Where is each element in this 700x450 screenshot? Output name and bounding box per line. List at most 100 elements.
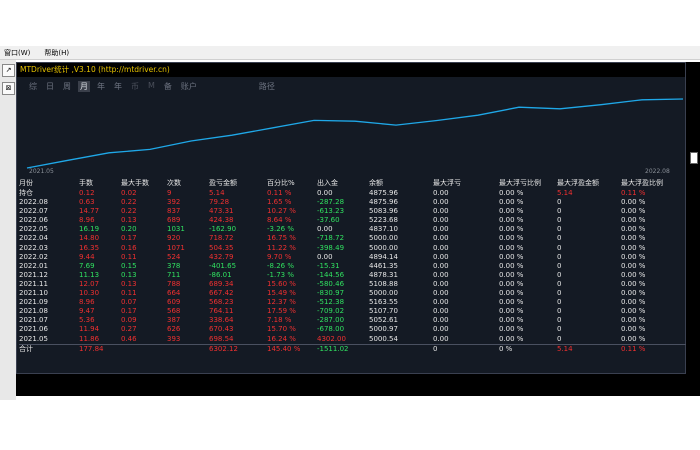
cell-max-float-loss: 0.00: [433, 261, 449, 270]
scroll-handle[interactable]: [690, 152, 698, 164]
table-row[interactable]: 2021.12 11.13 0.13 711 -86.01 -1.73 % -144.56 4…: [19, 271, 687, 280]
cell-count: 1031: [167, 225, 185, 234]
header-deposit[interactable]: 出入金: [317, 179, 338, 187]
tab-day[interactable]: 日: [46, 82, 54, 91]
cell-max-float-loss-pct: 0.00 %: [499, 298, 524, 307]
table-row[interactable]: 2021.07 5.36 0.09 387 338.64 7.18 % -287.00 505…: [19, 316, 687, 325]
cell-balance: 5052.61: [369, 316, 398, 325]
cell-count: 920: [167, 234, 181, 243]
cell-balance: 5000.00: [369, 243, 398, 252]
tab-month[interactable]: 月: [78, 81, 90, 92]
tab-path[interactable]: 路径: [258, 82, 275, 91]
cell-month: 2021.10: [19, 289, 48, 298]
cell-percent: 1.65 %: [267, 198, 292, 207]
cell-balance: 4875.96: [369, 189, 398, 197]
cell-max-float-profit-pct: 0.00 %: [621, 307, 646, 316]
tab-summary[interactable]: 综: [29, 82, 37, 91]
cell-deposit: -580.46: [317, 279, 345, 288]
table-row[interactable]: 2022.05 16.19 0.20 1031 -162.90 -3.26 % 0.00 48…: [19, 225, 687, 234]
header-pnl[interactable]: 盈亏金额: [209, 179, 237, 187]
cell-max-float-profit-pct: 0.00 %: [621, 261, 646, 270]
cell-max-lots: 0.22: [121, 207, 137, 216]
table-row[interactable]: 2021.10 10.30 0.11 664 667.42 15.49 % -830.97 5…: [19, 289, 687, 298]
cell-deposit: -512.38: [317, 298, 345, 307]
header-max-lots[interactable]: 最大手数: [121, 179, 149, 187]
menu-item-window[interactable]: 窗口(W): [4, 48, 31, 57]
table-row[interactable]: 2022.06 8.96 0.13 689 424.38 8.64 % -37.60 5223…: [19, 216, 687, 225]
cell-max-float-profit-pct: 0.00 %: [621, 279, 646, 288]
cell-lots: 0.12: [79, 189, 95, 197]
cell-pnl: -86.01: [209, 270, 232, 279]
cell-max-lots: 0.22: [121, 198, 137, 207]
x-tick-label-end: 2022.08: [645, 168, 670, 175]
cell-pnl: 718.72: [209, 234, 234, 243]
table-row[interactable]: 2022.02 9.44 0.11 524 432.79 9.70 % 0.00 4894.1…: [19, 253, 687, 262]
cell-max-float-loss: 0.00: [433, 252, 449, 261]
tab-backup[interactable]: 备: [163, 82, 172, 91]
cell-max-lots: 0.17: [121, 307, 137, 316]
cell-max-float-loss-pct: 0.00 %: [499, 216, 524, 225]
table-row[interactable]: 2021.05 11.86 0.46 393 698.54 16.24 % 4302.00 5…: [19, 335, 687, 344]
table-row[interactable]: 持仓 0.12 0.02 9 5.14 0.11 % 0.00 4875.96 0.00 0.00…: [19, 189, 687, 198]
menu-item-help[interactable]: 帮助(H): [44, 48, 70, 57]
cell-max-float-profit: 5.14: [557, 189, 573, 197]
tab-account[interactable]: 账户: [180, 82, 197, 91]
header-balance[interactable]: 余额: [369, 179, 383, 187]
table-row[interactable]: 2022.03 16.35 0.16 1071 504.35 11.22 % -398.49…: [19, 244, 687, 253]
cell-percent: 16.24 %: [267, 334, 296, 343]
cell-percent: 15.49 %: [267, 289, 296, 298]
cell-max-float-loss-pct: 0.00 %: [499, 307, 524, 316]
tab-year-2[interactable]: 年: [114, 82, 122, 91]
cell-month: 2022.08: [19, 198, 48, 207]
cell-count: 568: [167, 307, 181, 316]
header-max-float-loss[interactable]: 最大浮亏: [433, 179, 461, 187]
tool-button-2[interactable]: ⊠: [2, 82, 15, 95]
table-row[interactable]: 2022.07 14.77 0.22 837 473.31 10.27 % -613.23 5…: [19, 207, 687, 216]
header-month[interactable]: 月份: [19, 179, 33, 187]
cell-lots: 0.63: [79, 198, 95, 207]
header-max-float-loss-pct[interactable]: 最大浮亏比例: [499, 179, 541, 187]
cell-max-float-profit: 0: [557, 325, 562, 334]
header-count[interactable]: 次数: [167, 179, 181, 187]
cell-max-float-profit-pct: 0.00 %: [621, 216, 646, 225]
tool-button-1[interactable]: ↗: [2, 64, 15, 77]
right-panel: [686, 62, 700, 374]
cell-percent: 11.22 %: [267, 243, 296, 252]
cell-deposit: -287.00: [317, 316, 345, 325]
cell-deposit: -709.02: [317, 307, 345, 316]
header-lots[interactable]: 手数: [79, 179, 93, 187]
table-row[interactable]: 2021.09 8.96 0.07 609 568.23 12.37 % -512.38 51…: [19, 298, 687, 307]
cell-max-float-loss-pct: 0.00 %: [499, 334, 524, 343]
table-row[interactable]: 2021.06 11.94 0.27 626 670.43 15.70 % -678.00 5…: [19, 325, 687, 334]
header-percent[interactable]: 百分比%: [267, 179, 295, 187]
tab-week[interactable]: 周: [63, 82, 71, 91]
cell-max-float-profit-pct: 0.00 %: [621, 270, 646, 279]
cell-lots: 11.86: [79, 334, 100, 343]
total-max-float-loss: 0: [433, 344, 438, 353]
cell-pnl: 568.23: [209, 298, 234, 307]
cell-max-lots: 0.07: [121, 298, 137, 307]
cell-pnl: 667.42: [209, 289, 234, 298]
table-row[interactable]: 2022.08 0.63 0.22 392 79.28 1.65 % -287.28 4875…: [19, 198, 687, 207]
cell-month: 2022.02: [19, 252, 48, 261]
table-row[interactable]: 2021.08 9.47 0.17 568 764.11 17.59 % -709.02 51…: [19, 307, 687, 316]
tab-year[interactable]: 年: [97, 82, 105, 91]
monthly-stats-table: 月份 手数 最大手数 次数 盈亏金额 百分比% 出入金 余额 最大浮亏 最大浮亏比例 最大浮盈金额 最…: [19, 179, 687, 354]
cell-max-float-loss-pct: 0.00 %: [499, 198, 524, 207]
cell-count: 626: [167, 325, 181, 334]
table-row[interactable]: 2022.04 14.80 0.17 920 718.72 16.75 % -718.72 5…: [19, 234, 687, 243]
table-row[interactable]: 2021.11 12.07 0.13 788 689.34 15.60 % -580.46 5…: [19, 280, 687, 289]
tab-m[interactable]: M: [148, 81, 155, 90]
cell-month: 2022.03: [19, 243, 48, 252]
cell-max-float-loss-pct: 0.00 %: [499, 316, 524, 325]
cell-month: 2021.08: [19, 307, 48, 316]
cell-deposit: -613.23: [317, 207, 345, 216]
cell-max-lots: 0.15: [121, 261, 137, 270]
table-row[interactable]: 2022.01 7.69 0.15 378 -401.65 -8.26 % -15.31 44…: [19, 262, 687, 271]
header-max-float-profit[interactable]: 最大浮盈金额: [557, 179, 599, 187]
cell-count: 378: [167, 261, 181, 270]
bottom-panel: [16, 374, 700, 396]
tab-currency[interactable]: 币: [131, 82, 139, 91]
header-max-float-profit-pct[interactable]: 最大浮盈比例: [621, 179, 663, 187]
cell-deposit: 0.00: [317, 252, 333, 261]
